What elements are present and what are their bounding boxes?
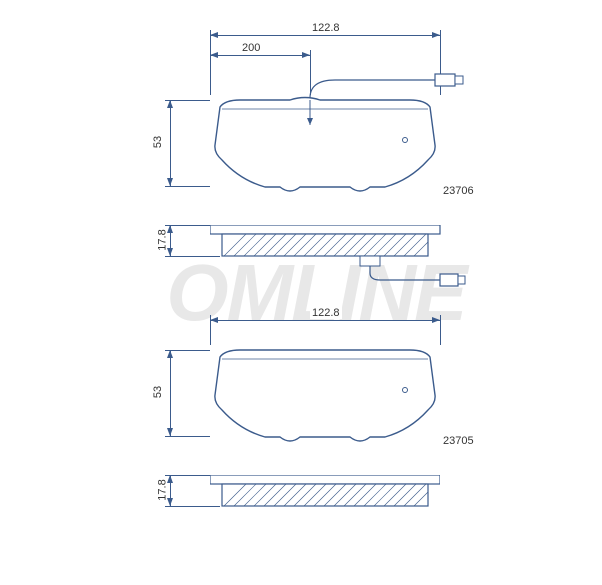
pad-bottom-side-view bbox=[210, 475, 440, 515]
pad-bottom-part-number: 23705 bbox=[443, 435, 474, 447]
pad-top-front-view bbox=[210, 95, 440, 205]
pad-top-side-view bbox=[210, 225, 470, 300]
drawing-canvas: OMLINE 2x 23706 122.8 200 53 bbox=[0, 0, 602, 585]
dim-pad-bottom-height: 53 bbox=[152, 384, 164, 400]
pad-bottom-front-view bbox=[210, 345, 440, 455]
dim-pad-top-height: 53 bbox=[152, 134, 164, 150]
pad-top-part-number: 23706 bbox=[443, 185, 474, 197]
dim-sensor-offset: 200 bbox=[240, 42, 262, 54]
dim-pad-top-width: 122.8 bbox=[310, 22, 342, 34]
sensor-wire-icon bbox=[295, 60, 475, 100]
dim-pad-bottom-width: 122.8 bbox=[310, 307, 342, 319]
